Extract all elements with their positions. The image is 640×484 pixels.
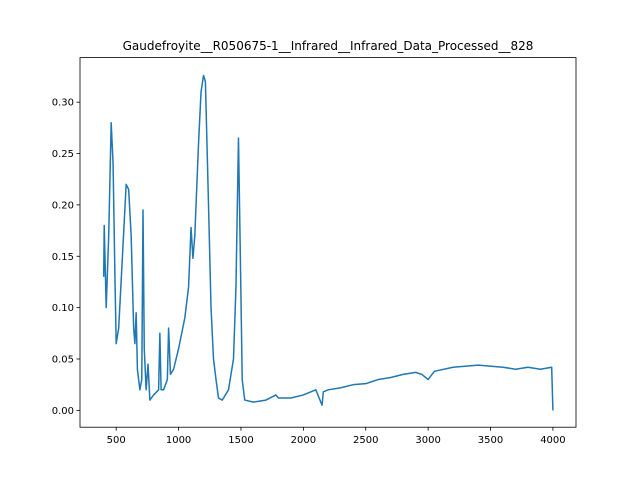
- chart-title: Gaudefroyite__R050675-1__Infrared__Infra…: [123, 39, 534, 53]
- y-tick-label: 0.30: [52, 98, 74, 109]
- x-tick-label: 3000: [415, 435, 440, 446]
- x-tick-label: 1000: [166, 435, 191, 446]
- x-tick-label: 3500: [478, 435, 503, 446]
- y-tick-label: 0.05: [52, 354, 74, 365]
- x-tick-label: 4000: [540, 435, 565, 446]
- y-tick-label: 0.25: [52, 149, 74, 160]
- y-tick-label: 0.20: [52, 200, 74, 211]
- y-tick-label: 0.15: [52, 252, 74, 263]
- y-tick-label: 0.00: [52, 406, 74, 417]
- plot-frame: [79, 57, 577, 428]
- y-tick-label: 0.10: [52, 303, 74, 314]
- data-line: [102, 74, 554, 411]
- x-tick-label: 2000: [291, 435, 316, 446]
- x-tick-label: 500: [107, 435, 126, 446]
- x-tick-label: 1500: [228, 435, 253, 446]
- x-tick-label: 2500: [353, 435, 378, 446]
